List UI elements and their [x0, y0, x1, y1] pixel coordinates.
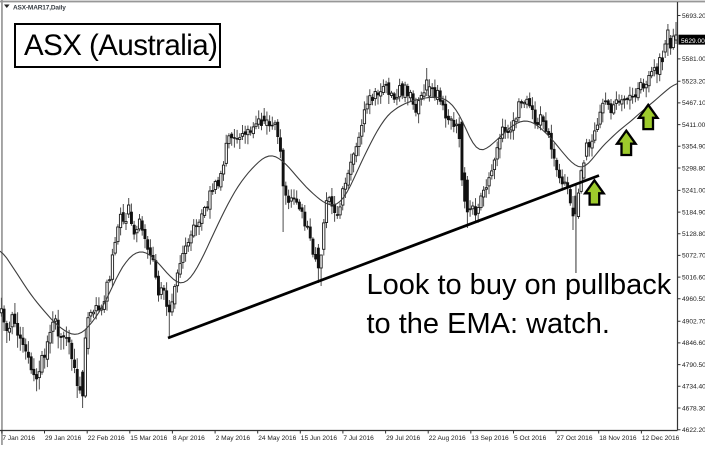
svg-text:5523.20: 5523.20: [682, 79, 705, 86]
svg-text:8 Apr 2016: 8 Apr 2016: [173, 435, 205, 442]
svg-text:5 Oct 2016: 5 Oct 2016: [514, 435, 547, 442]
svg-text:5354.90: 5354.90: [682, 144, 705, 151]
svg-text:4622.20: 4622.20: [682, 427, 705, 434]
svg-text:5581.00: 5581.00: [682, 56, 705, 63]
svg-text:12 Dec 2016: 12 Dec 2016: [642, 435, 680, 442]
svg-text:5411.00: 5411.00: [682, 122, 705, 129]
svg-text:5128.80: 5128.80: [682, 231, 705, 238]
svg-text:5693.20: 5693.20: [682, 13, 705, 20]
svg-text:22 Feb 2016: 22 Feb 2016: [88, 435, 125, 442]
svg-text:4846.60: 4846.60: [682, 340, 705, 347]
svg-text:5241.00: 5241.00: [682, 188, 705, 195]
svg-text:5467.10: 5467.10: [682, 100, 705, 107]
svg-text:7 Jul 2016: 7 Jul 2016: [343, 435, 374, 442]
svg-text:13 Sep 2016: 13 Sep 2016: [471, 435, 509, 442]
svg-text:5016.60: 5016.60: [682, 274, 705, 281]
svg-text:22 Aug 2016: 22 Aug 2016: [429, 435, 466, 442]
svg-text:5629.00: 5629.00: [681, 38, 705, 45]
svg-text:4678.30: 4678.30: [682, 405, 705, 412]
svg-text:27 Oct 2016: 27 Oct 2016: [557, 435, 593, 442]
svg-text:15 Jun 2016: 15 Jun 2016: [301, 435, 338, 442]
svg-text:ASX-MAR17,Daily: ASX-MAR17,Daily: [13, 5, 66, 12]
svg-text:15 Mar 2016: 15 Mar 2016: [130, 435, 167, 442]
svg-text:7 Jan 2016: 7 Jan 2016: [2, 435, 35, 442]
svg-text:24 May 2016: 24 May 2016: [258, 435, 296, 442]
svg-text:18 Nov 2016: 18 Nov 2016: [599, 435, 637, 442]
svg-text:5298.80: 5298.80: [682, 165, 705, 172]
svg-text:2 May 2016: 2 May 2016: [216, 435, 251, 442]
svg-text:5072.70: 5072.70: [682, 253, 705, 260]
svg-text:4902.70: 4902.70: [682, 319, 705, 326]
svg-text:4960.50: 4960.50: [682, 296, 705, 303]
svg-text:29 Jan 2016: 29 Jan 2016: [45, 435, 82, 442]
svg-text:4734.40: 4734.40: [682, 384, 705, 391]
svg-text:4790.50: 4790.50: [682, 362, 705, 369]
svg-text:29 Jul 2016: 29 Jul 2016: [386, 435, 420, 442]
svg-text:5184.90: 5184.90: [682, 209, 705, 216]
